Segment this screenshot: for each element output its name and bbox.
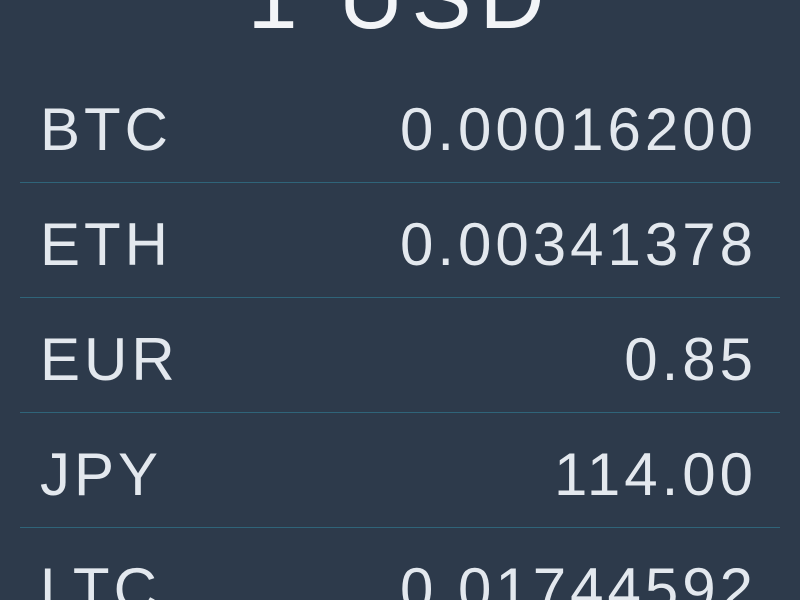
currency-code: BTC (40, 96, 172, 163)
currency-code: ETH (40, 211, 172, 278)
currency-code: EUR (40, 326, 179, 393)
currency-rate: 114.00 (554, 441, 757, 508)
currency-rate: 0.00341378 (400, 211, 757, 278)
title: 1 USD (247, 0, 552, 48)
currency-rate: 0.01744592 (400, 556, 757, 600)
currency-rate: 0.00016200 (400, 96, 757, 163)
currency-code: LTC (40, 556, 161, 600)
currency-rate: 0.85 (624, 326, 757, 393)
currency-code: JPY (40, 441, 162, 508)
